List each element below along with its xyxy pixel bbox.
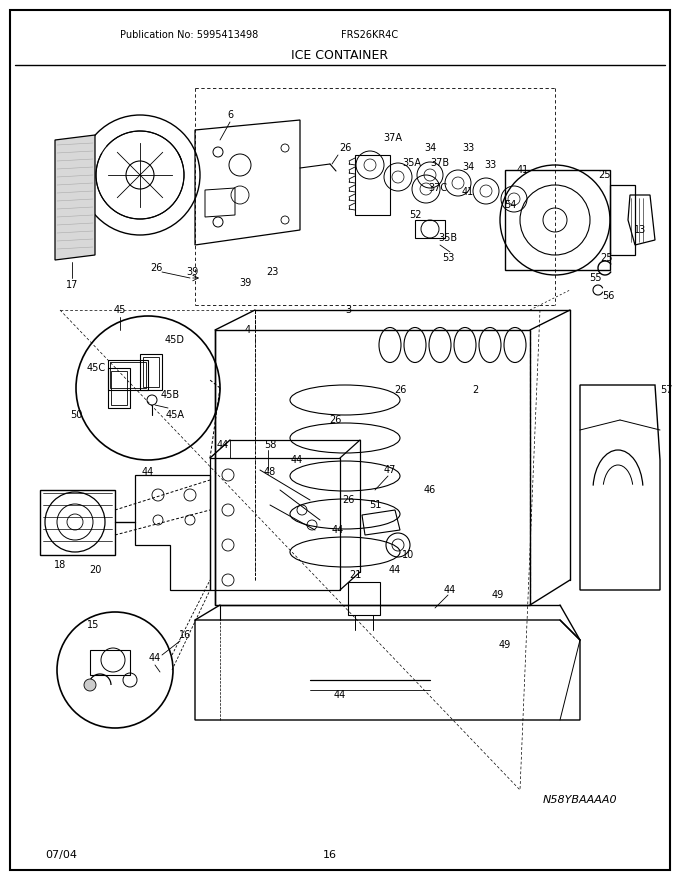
- Text: 44: 44: [444, 585, 456, 595]
- Text: 37A: 37A: [384, 133, 403, 143]
- Text: 35A: 35A: [403, 158, 422, 168]
- Polygon shape: [108, 360, 148, 390]
- Text: 51: 51: [369, 500, 381, 510]
- Text: 37B: 37B: [430, 158, 449, 168]
- Text: 2: 2: [472, 385, 478, 395]
- Text: 49: 49: [492, 590, 504, 600]
- Text: 3: 3: [345, 305, 351, 315]
- Text: 26: 26: [150, 263, 163, 273]
- Text: 44: 44: [149, 653, 161, 663]
- Text: 44: 44: [142, 467, 154, 477]
- Text: 45D: 45D: [165, 335, 185, 345]
- Text: 18: 18: [54, 560, 66, 570]
- Text: 23: 23: [266, 267, 278, 277]
- Text: 48: 48: [264, 467, 276, 477]
- Text: N58YBAAAA0: N58YBAAAA0: [543, 795, 617, 805]
- Text: 26: 26: [342, 495, 354, 505]
- Text: 16: 16: [323, 850, 337, 860]
- Text: 34: 34: [462, 162, 474, 172]
- Text: 44: 44: [334, 690, 346, 700]
- Text: 47: 47: [384, 465, 396, 475]
- Text: 25: 25: [599, 170, 611, 180]
- Text: 37C: 37C: [428, 183, 447, 193]
- Polygon shape: [55, 135, 95, 260]
- Polygon shape: [90, 650, 130, 675]
- Text: 45C: 45C: [86, 363, 105, 373]
- Text: FRS26KR4C: FRS26KR4C: [341, 30, 398, 40]
- Text: 13: 13: [634, 225, 646, 235]
- Text: 16: 16: [179, 630, 191, 640]
- Text: 10: 10: [402, 550, 414, 560]
- Text: 33: 33: [484, 160, 496, 170]
- Text: 39: 39: [239, 278, 251, 288]
- Text: 52: 52: [409, 210, 421, 220]
- Text: 54: 54: [504, 200, 516, 210]
- Text: 45: 45: [114, 305, 126, 315]
- Text: 4: 4: [245, 325, 251, 335]
- Text: 50: 50: [70, 410, 82, 420]
- Text: 35B: 35B: [439, 233, 458, 243]
- Text: 33: 33: [462, 143, 474, 153]
- Text: 41: 41: [462, 187, 474, 197]
- Text: 57: 57: [660, 385, 673, 395]
- Text: 26: 26: [329, 415, 341, 425]
- Text: 53: 53: [442, 253, 454, 263]
- Text: 44: 44: [291, 455, 303, 465]
- Text: 44: 44: [332, 525, 344, 535]
- Text: 15: 15: [87, 620, 99, 630]
- Text: 17: 17: [66, 280, 78, 290]
- Text: 55: 55: [589, 273, 601, 283]
- Text: 46: 46: [424, 485, 436, 495]
- Text: 6: 6: [227, 110, 233, 120]
- Circle shape: [84, 679, 96, 691]
- Text: 58: 58: [264, 440, 276, 450]
- Text: 20: 20: [89, 565, 101, 575]
- Text: 44: 44: [389, 565, 401, 575]
- Text: 45A: 45A: [165, 410, 184, 420]
- Text: 21: 21: [349, 570, 361, 580]
- Text: 44: 44: [217, 440, 229, 450]
- Text: 34: 34: [424, 143, 436, 153]
- Text: 26: 26: [394, 385, 406, 395]
- Text: 26: 26: [339, 143, 351, 153]
- Text: 56: 56: [602, 291, 614, 301]
- Text: 07/04: 07/04: [45, 850, 77, 860]
- Text: 45B: 45B: [160, 390, 180, 400]
- Text: Publication No: 5995413498: Publication No: 5995413498: [120, 30, 258, 40]
- Text: 25: 25: [600, 253, 613, 263]
- Text: 49: 49: [499, 640, 511, 650]
- Text: 41: 41: [517, 165, 529, 175]
- Text: 39: 39: [186, 267, 198, 277]
- Text: ICE CONTAINER: ICE CONTAINER: [292, 48, 388, 62]
